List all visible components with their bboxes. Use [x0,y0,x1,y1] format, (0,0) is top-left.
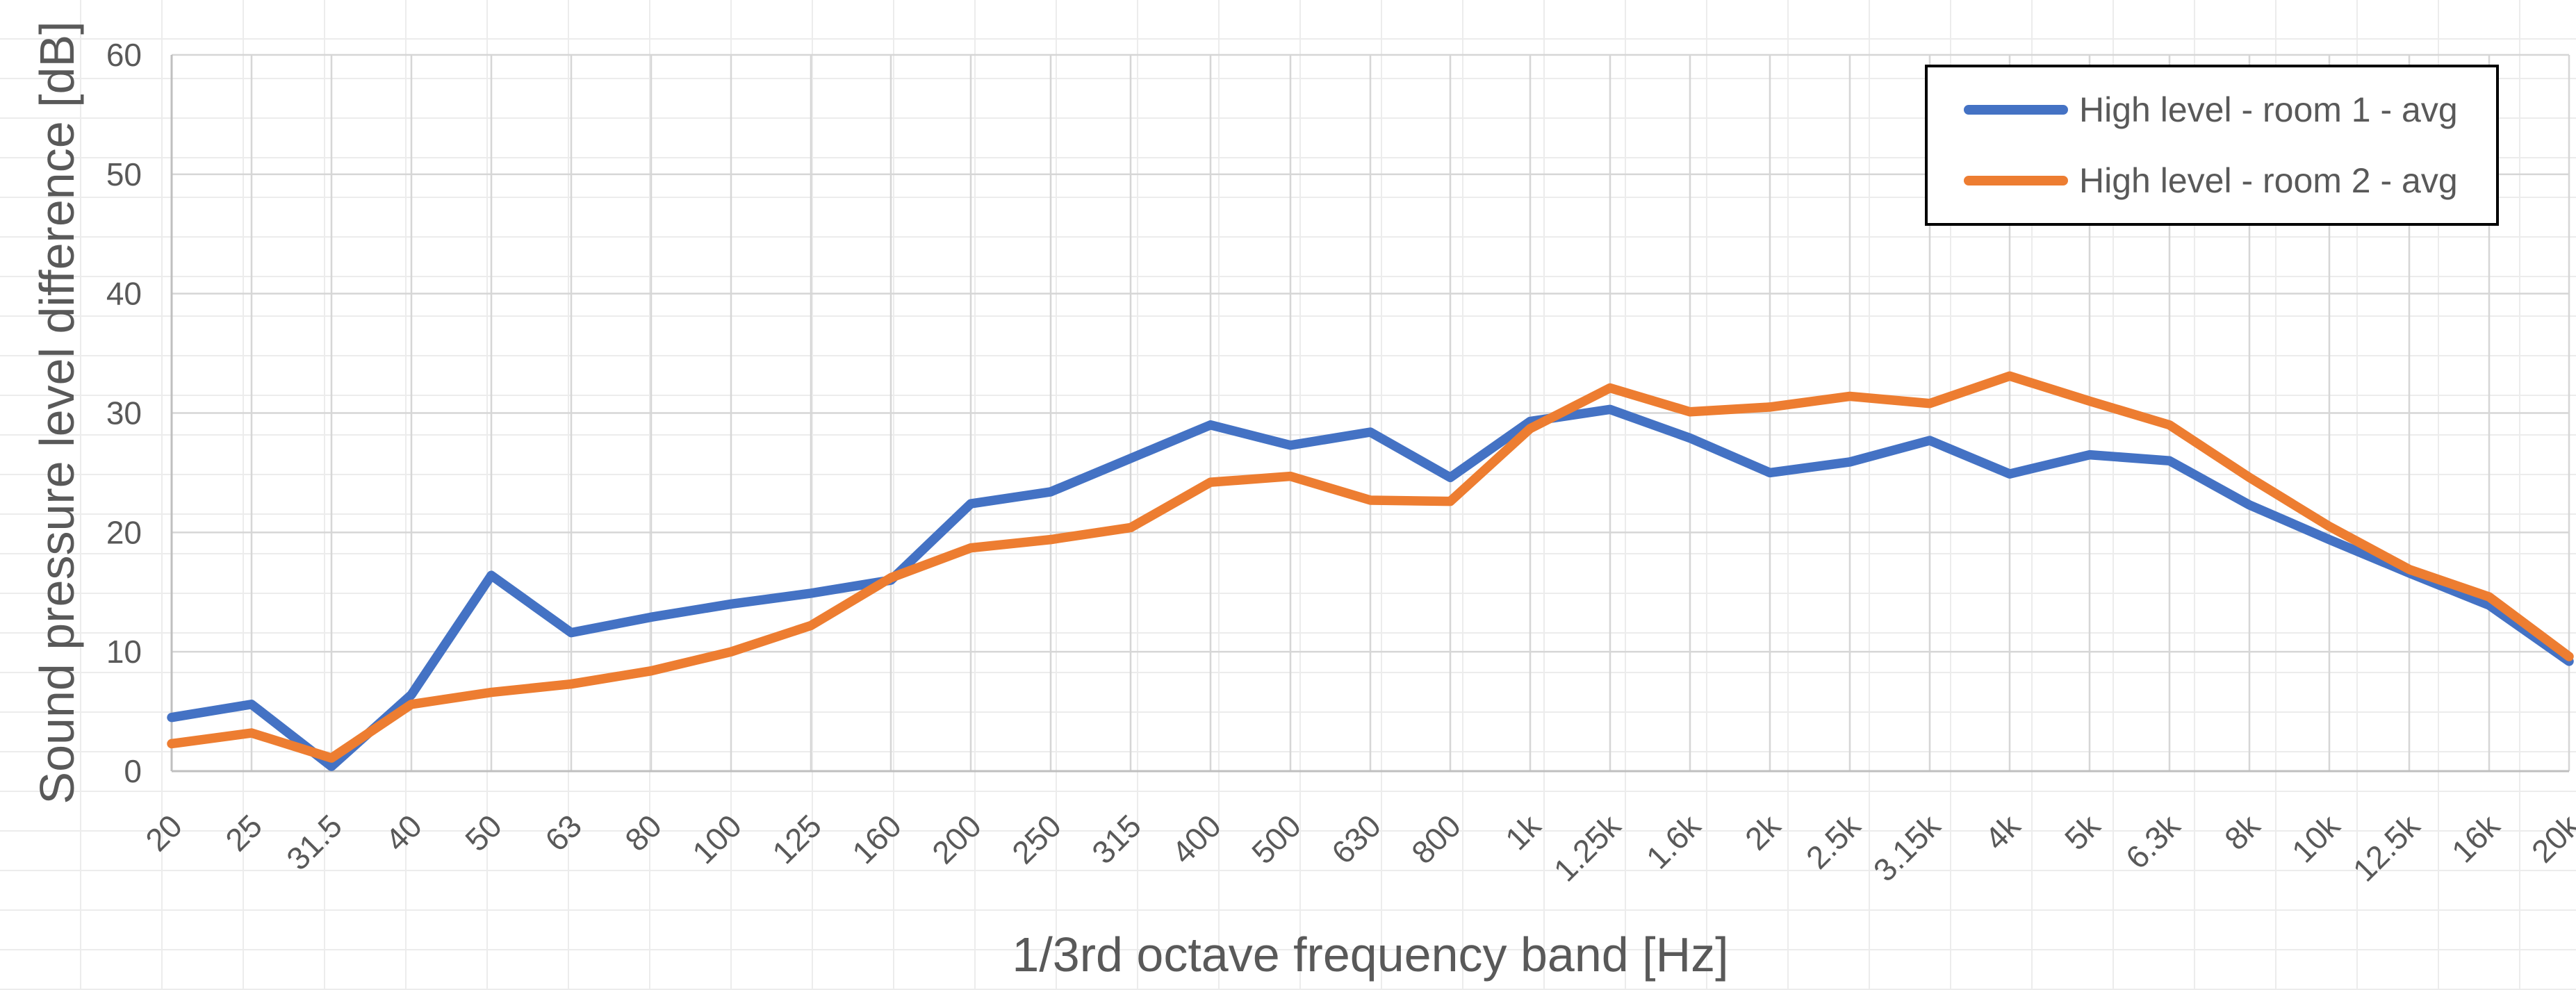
x-tick-label: 800 [1404,807,1468,871]
x-tick-label: 5k [2058,807,2108,857]
legend: High level - room 1 - avg High level - r… [1925,65,2499,226]
x-tick-label: 250 [1005,807,1068,871]
y-tick-label: 20 [106,514,142,550]
x-tick-label: 80 [618,807,668,858]
x-tick-label: 6.3k [2119,807,2188,876]
x-tick-label: 160 [845,807,908,871]
y-tick-label: 0 [124,753,142,789]
x-tick-label: 31.5 [279,807,349,877]
y-tick-label: 10 [106,634,142,670]
x-tick-label: 1k [1498,807,1548,857]
x-tick-label: 125 [765,807,828,871]
series-line-room1-avg [167,404,2574,771]
x-tick-label: 63 [538,807,589,858]
x-tick-label: 500 [1245,807,1308,871]
x-tick-label: 1.6k [1639,807,1708,876]
legend-item-room1: High level - room 1 - avg [1928,90,2496,130]
x-tick-label: 200 [925,807,988,871]
x-tick-label: 630 [1324,807,1388,871]
y-tick-label: 50 [106,156,142,192]
y-tick-label: 60 [106,37,142,73]
legend-swatch-room2 [1964,176,2068,185]
x-tick-label: 12.5k [2346,807,2427,889]
legend-swatch-room1 [1964,105,2068,115]
x-tick-label: 2k [1738,807,1788,857]
x-tick-label: 315 [1085,807,1148,871]
x-tick-label: 10k [2285,807,2347,870]
y-tick-label: 30 [106,395,142,431]
y-tick-label: 40 [106,276,142,312]
legend-label-room2: High level - room 2 - avg [2079,161,2458,200]
x-axis-title: 1/3rd octave frequency band [Hz] [1012,927,1729,982]
x-tick-label: 16k [2445,807,2507,870]
x-tick-label: 20 [138,807,189,858]
x-tick-label: 3.15k [1867,807,1948,889]
x-tick-label: 20k [2525,807,2576,870]
x-tick-label: 50 [458,807,509,858]
x-tick-label: 4k [1978,807,2028,857]
x-tick-label: 25 [218,807,269,858]
x-tick-label: 40 [378,807,429,858]
x-tick-label: 400 [1165,807,1228,871]
x-tick-label: 1.25k [1547,807,1628,889]
legend-label-room1: High level - room 1 - avg [2079,90,2458,129]
legend-item-room2: High level - room 2 - avg [1928,160,2496,201]
x-tick-label: 100 [685,807,748,871]
y-axis-title: Sound pressure level difference [dB] [30,21,84,805]
x-tick-label: 2.5k [1799,807,1868,876]
x-tick-label: 8k [2217,807,2267,857]
series-line-room2-avg [167,371,2574,763]
